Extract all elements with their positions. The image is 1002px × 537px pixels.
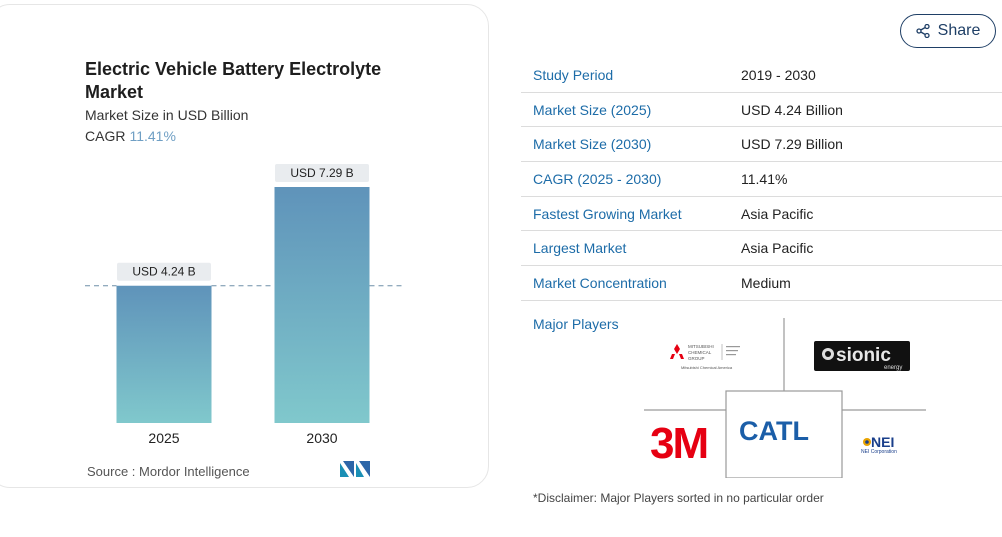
stat-value: Asia Pacific xyxy=(741,205,814,222)
share-icon xyxy=(915,24,930,38)
share-button[interactable]: Share xyxy=(900,14,996,48)
stat-value: 11.41% xyxy=(741,170,788,187)
3m-wordmark: 3M xyxy=(650,419,707,468)
sionic-sub: energy xyxy=(884,365,902,371)
stat-label: Market Size (2025) xyxy=(533,101,652,118)
stat-label: Market Size (2030) xyxy=(533,136,652,153)
stat-value: Medium xyxy=(741,274,791,291)
value-label: USD 7.29 B xyxy=(290,166,353,180)
major-players-logos: MITSUBISHI CHEMICAL GROUP Mitsubishi Che… xyxy=(644,318,926,478)
stat-row-market-size-2025: Market Size (2025) USD 4.24 Billion xyxy=(521,93,1002,128)
mitsubishi-sub: Mitsubishi Chemical America xyxy=(681,365,733,370)
stat-label: CAGR (2025 - 2030) xyxy=(533,170,662,187)
x-tick-label: 2030 xyxy=(306,430,337,446)
value-label-bg xyxy=(117,262,211,281)
stat-row-concentration: Market Concentration Medium xyxy=(521,266,1002,301)
x-tick-label: 2025 xyxy=(148,430,179,446)
stat-label: Fastest Growing Market xyxy=(533,205,682,222)
cagr-label: CAGR xyxy=(85,128,126,144)
mitsubishi-line1: MITSUBISHI xyxy=(688,344,714,349)
sionic-energy-logo: sionic energy xyxy=(814,341,910,371)
mordor-intelligence-logo xyxy=(340,461,370,477)
major-players-label: Major Players xyxy=(533,316,619,332)
catl-logo: CATL xyxy=(739,416,809,446)
stat-label: Study Period xyxy=(533,66,614,83)
market-stats-table: Study Period 2019 - 2030 Market Size (20… xyxy=(521,58,1002,301)
chart-card xyxy=(0,4,489,488)
source-text: Source : Mordor Intelligence xyxy=(87,464,250,479)
stat-value: Asia Pacific xyxy=(741,240,814,257)
chart-subtitle: Market Size in USD Billion xyxy=(85,107,249,123)
stat-label: Market Concentration xyxy=(533,274,667,291)
chart-title: Electric Vehicle Battery Electrolyte Mar… xyxy=(85,59,382,102)
stat-value: USD 4.24 Billion xyxy=(741,101,843,118)
stat-value: USD 7.29 Billion xyxy=(741,136,843,153)
catl-wordmark: CATL xyxy=(739,416,809,446)
cagr-value: 11.41% xyxy=(129,128,176,144)
bar-chart: USD 4.24 B 2025 USD 7.29 B 2030 xyxy=(85,164,404,446)
nei-sub: NEI Corporation xyxy=(861,449,897,455)
stat-value: 2019 - 2030 xyxy=(741,66,816,83)
share-label: Share xyxy=(937,22,981,39)
bar-2030 xyxy=(274,187,370,423)
value-label-bg xyxy=(275,164,369,182)
stat-row-largest-market: Largest Market Asia Pacific xyxy=(521,231,1002,267)
grid-divider xyxy=(725,390,843,478)
mitsubishi-chemical-logo: MITSUBISHI CHEMICAL GROUP Mitsubishi Che… xyxy=(670,344,740,370)
mitsubishi-line2: CHEMICAL xyxy=(688,350,712,355)
nei-wordmark: NEI xyxy=(871,434,894,450)
stat-label: Largest Market xyxy=(533,240,627,257)
stat-row-study-period: Study Period 2019 - 2030 xyxy=(521,58,1002,93)
stat-row-fastest-growing: Fastest Growing Market Asia Pacific xyxy=(521,197,1002,232)
mitsubishi-line3: GROUP xyxy=(688,356,705,361)
value-label: USD 4.24 B xyxy=(132,265,195,279)
bar-2025 xyxy=(116,285,212,423)
stat-row-cagr: CAGR (2025 - 2030) 11.41% xyxy=(521,162,1002,197)
3m-logo: 3M xyxy=(650,419,709,468)
stat-row-market-size-2030: Market Size (2030) USD 7.29 Billion xyxy=(521,127,1002,163)
sionic-wordmark: sionic xyxy=(836,345,891,366)
cagr-line: CAGR 11.41% xyxy=(85,128,176,144)
nei-corporation-logo: NEI NEI Corporation xyxy=(861,434,897,455)
disclaimer-text: *Disclaimer: Major Players sorted in no … xyxy=(533,491,824,505)
